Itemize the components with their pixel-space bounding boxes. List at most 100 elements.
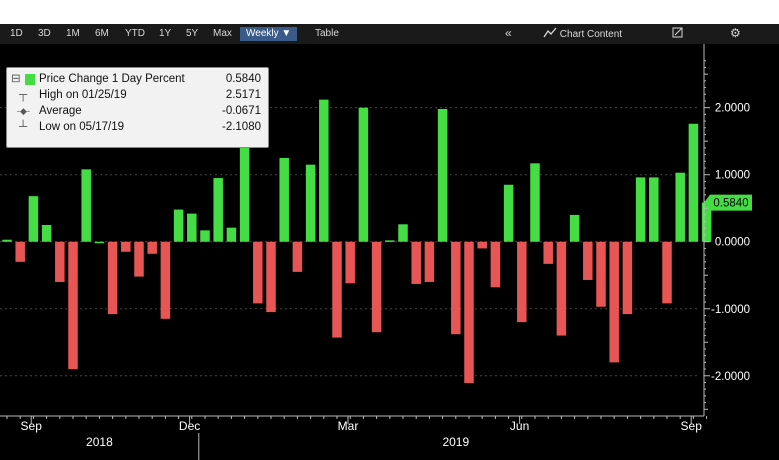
- x-tick-label: Sep: [681, 419, 703, 433]
- bar: [477, 241, 487, 249]
- x-tick-label: Mar: [338, 419, 359, 433]
- bar: [596, 241, 606, 307]
- legend-high-value: 2.5171: [225, 89, 261, 101]
- legend-low-row: ┴ Low on 05/17/19 -2.1080: [11, 120, 261, 135]
- bar: [266, 241, 276, 313]
- average-marker-icon: -◆-: [17, 106, 30, 116]
- legend-low-value: -2.1080: [221, 121, 261, 133]
- collapse-box-icon[interactable]: ⊟: [11, 73, 21, 85]
- bar: [556, 241, 567, 336]
- legend-series-value: 0.5840: [225, 73, 261, 85]
- bar: [609, 241, 619, 363]
- chart-area[interactable]: 2.0000 1.0000 0.0000 -1.0000 -2.0000 0.5840 Se…: [0, 44, 779, 460]
- last-value-tag: [704, 194, 752, 211]
- bar: [662, 241, 672, 304]
- low-marker-icon: ┴: [19, 121, 28, 133]
- y-tick-label: 1.0000: [715, 170, 750, 182]
- bar: [332, 241, 342, 338]
- bar: [371, 241, 382, 333]
- y-tick-label: -1.0000: [711, 304, 750, 316]
- bar: [28, 196, 39, 242]
- legend-average-row: -◆- Average -0.0671: [11, 104, 261, 119]
- bar: [675, 172, 685, 242]
- chart-content-button[interactable]: Chart Content: [543, 27, 622, 42]
- bar: [398, 224, 408, 242]
- bar: [464, 241, 474, 384]
- bar: [68, 241, 78, 370]
- legend-box: ⊟ Price Change 1 Day Percent 0.5840 ┬ Hi…: [6, 67, 269, 148]
- bar: [134, 241, 144, 277]
- range-3d-button[interactable]: 3D: [38, 28, 51, 39]
- range-1m-button[interactable]: 1M: [66, 28, 80, 39]
- bar: [15, 241, 25, 262]
- legend-low-label: Low on 05/17/19: [39, 121, 125, 133]
- bar: [424, 241, 435, 282]
- legend-series-row: ⊟ Price Change 1 Day Percent 0.5840: [11, 72, 261, 87]
- collapse-icon[interactable]: «: [505, 26, 512, 40]
- year-label: 2018: [86, 435, 113, 449]
- bar: [213, 178, 223, 242]
- bar: [121, 241, 131, 252]
- bar: [543, 241, 553, 264]
- bar: [701, 202, 712, 242]
- bar: [173, 209, 184, 242]
- bar: [41, 224, 52, 242]
- period-weekly-dropdown[interactable]: Weekly ▼: [240, 27, 298, 41]
- edit-icon[interactable]: [672, 27, 684, 43]
- bar: [2, 239, 12, 242]
- bar: [411, 241, 421, 284]
- x-tick-label: Jun: [510, 419, 529, 433]
- range-1y-button[interactable]: 1Y: [159, 28, 172, 39]
- range-ytd-button[interactable]: YTD: [125, 28, 145, 39]
- range-5y-button[interactable]: 5Y: [186, 28, 199, 39]
- bar: [649, 177, 659, 242]
- bar: [688, 123, 699, 242]
- bar: [569, 214, 580, 242]
- bar: [530, 163, 540, 242]
- chart-content-label: Chart Content: [559, 29, 623, 40]
- bar: [55, 241, 65, 282]
- bar: [160, 241, 171, 319]
- range-6m-button[interactable]: 6M: [95, 28, 109, 39]
- legend-swatch: [25, 74, 35, 85]
- range-1d-button[interactable]: 1D: [10, 28, 23, 39]
- y-tick-label: -2.0000: [711, 371, 750, 383]
- bar: [279, 157, 289, 242]
- chart-toolbar: 1D 3D 1M 6M YTD 1Y 5Y Max Weekly ▼ Table…: [0, 24, 779, 44]
- y-tick-label: 0.0000: [715, 237, 750, 249]
- range-max-button[interactable]: Max: [213, 28, 232, 39]
- year-label: 2019: [442, 435, 469, 449]
- legend-high-label: High on 01/25/19: [39, 89, 127, 101]
- last-value-label: 0.5840: [713, 198, 748, 210]
- bar: [635, 177, 646, 242]
- bar: [187, 213, 197, 242]
- bar: [358, 107, 369, 242]
- bar: [226, 227, 237, 242]
- legend-average-label: Average: [39, 105, 82, 117]
- bar: [490, 241, 501, 288]
- bar: [622, 241, 633, 315]
- bar: [503, 184, 514, 242]
- high-marker-icon: ┬: [19, 89, 28, 101]
- legend-average-value: -0.0671: [221, 105, 261, 117]
- bar: [253, 241, 263, 304]
- bar: [239, 73, 250, 242]
- bar: [437, 109, 448, 242]
- bar: [517, 241, 527, 323]
- bar: [319, 99, 329, 242]
- bar: [292, 241, 303, 272]
- bar: [107, 241, 118, 315]
- x-tick-label: Dec: [179, 419, 200, 433]
- chart-content-icon: [543, 27, 557, 38]
- x-tick-label: Sep: [21, 419, 43, 433]
- bar: [305, 164, 316, 242]
- bar: [345, 241, 355, 284]
- bar: [583, 241, 593, 280]
- settings-gear-icon[interactable]: ⚙: [730, 26, 741, 40]
- bar: [451, 241, 461, 335]
- bar: [200, 230, 210, 242]
- y-tick-label: 2.0000: [715, 103, 750, 115]
- bar: [147, 241, 157, 254]
- legend-high-row: ┬ High on 01/25/19 2.5171: [11, 88, 261, 103]
- table-button[interactable]: Table: [315, 28, 339, 39]
